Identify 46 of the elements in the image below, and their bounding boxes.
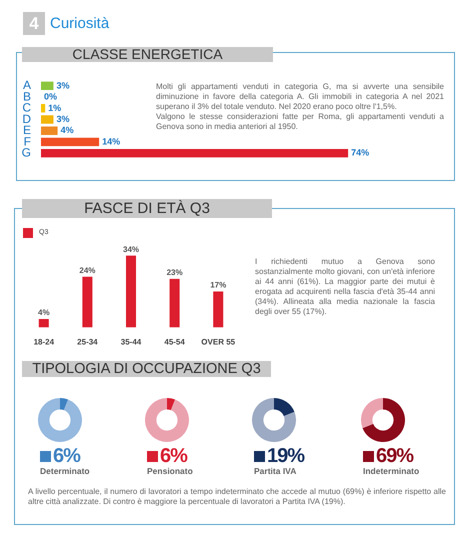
- text: I richiedenti mutuo a Genova sono sostanzialmente molto giovani, con un'età inferiore ai 44 anni (61%). La maggior parte dei mutui è erogata ad acquirenti nella fascia d'età 35-44 anni (34%). Allineata alla media nazionale la fascia degli over 55 (17%).: [255, 257, 435, 317]
- legend-label: Determinato: [40, 466, 90, 476]
- bar: [38, 318, 49, 328]
- annotation: Valgono le stesse considerazioni fatte per Roma, gli appartamenti venduti a Genova sono in media anteriori al 1950.: [156, 112, 444, 132]
- text: 4: [23, 12, 45, 35]
- bar: [41, 104, 46, 112]
- bar: [41, 126, 58, 135]
- bar: [41, 115, 54, 124]
- data-label: 14%: [102, 136, 120, 146]
- data-label: 3%: [56, 80, 70, 90]
- data-label: 34%: [122, 244, 140, 254]
- legend-label: Pensionato: [147, 466, 193, 476]
- legend-label: Partita IVA: [254, 466, 298, 476]
- data-label: 6%: [160, 445, 187, 467]
- bar: [126, 256, 136, 328]
- data-label: 4%: [38, 308, 50, 318]
- data-label: 0%: [44, 92, 58, 102]
- bar: [41, 148, 348, 158]
- bar: [170, 278, 180, 328]
- text: Curiosità: [50, 14, 110, 34]
- x-tick-label: 35-44: [120, 337, 142, 346]
- chart-title: CLASSE ENERGETICA: [22, 46, 273, 62]
- y-tick-label: G: [22, 146, 31, 160]
- bar: [213, 292, 224, 328]
- text: TIPOLOGIA DI OCCUPAZIONE Q3: [22, 361, 271, 377]
- annotation: Molti gli appartamenti venduti in categoria G, ma si avverte una sensibile diminuzione in favore della categoria A. Gli immobili in categoria A nel 2021 superano il 3% del totale venduto. Nel 2020 erano poco oltre l'1,5%.: [156, 82, 444, 112]
- data-label: 17%: [210, 280, 226, 290]
- chart-title: FASCE DI ETÀ Q3: [22, 199, 272, 218]
- data-label: 3%: [56, 114, 70, 124]
- x-tick-label: 25-34: [77, 337, 98, 346]
- x-tick-label: 18-24: [34, 337, 55, 346]
- legend-label: Indeterminato: [363, 466, 420, 476]
- data-label: 4%: [60, 125, 74, 136]
- data-label: 69%: [376, 445, 414, 467]
- data-label: 6%: [53, 445, 80, 467]
- data-label: 24%: [79, 266, 96, 275]
- data-label: 23%: [166, 268, 183, 278]
- bar: [82, 276, 92, 328]
- data-label: 19%: [267, 445, 304, 467]
- text: A livello percentuale, il numero di lavoratori a tempo indeterminato che accede al mutuo (69%) è inferiore rispetto alle altre città analizzate. Di contro è maggiore la percentuale di lavoratori a Partita IVA (19%).: [28, 487, 446, 507]
- bar: [41, 82, 54, 90]
- x-tick-label: OVER 55: [201, 337, 236, 346]
- x-tick-label: 45-54: [164, 337, 186, 346]
- data-label: 1%: [48, 102, 62, 113]
- bar: [41, 138, 100, 146]
- data-label: 74%: [351, 148, 370, 158]
